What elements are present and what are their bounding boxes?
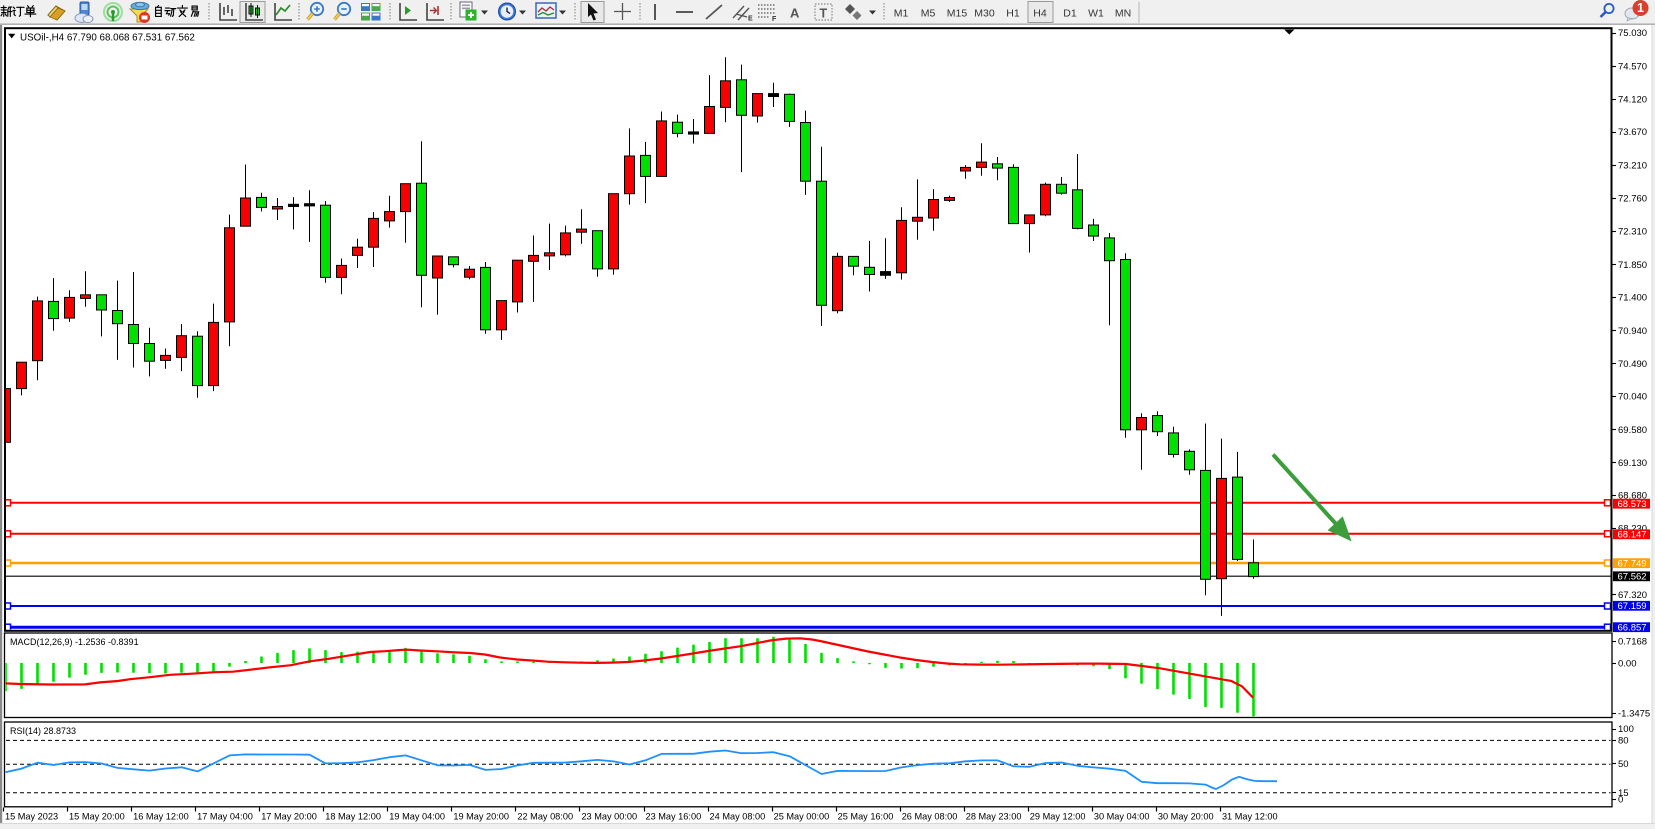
svg-text:23 May 00:00: 23 May 00:00 bbox=[581, 812, 637, 822]
svg-text:MACD(12,26,9) -1.2536 -0.8391: MACD(12,26,9) -1.2536 -0.8391 bbox=[10, 637, 139, 647]
svg-text:70.940: 70.940 bbox=[1618, 326, 1647, 337]
svg-text:15: 15 bbox=[1618, 788, 1629, 799]
svg-text:M5: M5 bbox=[921, 8, 936, 20]
svg-text:USOil-,H4 67.790 68.068 67.53: USOil-,H4 67.790 68.068 67.531 67.562 bbox=[20, 33, 195, 44]
svg-text:67.159: 67.159 bbox=[1618, 601, 1647, 612]
svg-text:50: 50 bbox=[1618, 759, 1629, 770]
svg-text:MN: MN bbox=[1115, 8, 1131, 20]
svg-text:M30: M30 bbox=[974, 8, 995, 20]
svg-text:H4: H4 bbox=[1033, 8, 1047, 20]
svg-text:100: 100 bbox=[1618, 724, 1634, 735]
svg-text:73.210: 73.210 bbox=[1618, 161, 1647, 172]
svg-text:M1: M1 bbox=[894, 8, 909, 20]
svg-text:70.040: 70.040 bbox=[1618, 392, 1647, 403]
svg-text:T: T bbox=[820, 7, 828, 21]
svg-text:0: 0 bbox=[1618, 795, 1623, 806]
svg-text:1: 1 bbox=[1637, 1, 1644, 15]
svg-text:22 May 08:00: 22 May 08:00 bbox=[517, 812, 573, 822]
svg-text:67.749: 67.749 bbox=[1618, 559, 1647, 570]
svg-text:74.120: 74.120 bbox=[1618, 95, 1647, 106]
svg-text:69.130: 69.130 bbox=[1618, 458, 1647, 469]
svg-text:18 May 12:00: 18 May 12:00 bbox=[325, 812, 381, 822]
svg-text:69.580: 69.580 bbox=[1618, 425, 1647, 436]
svg-text:75.030: 75.030 bbox=[1618, 28, 1647, 39]
svg-text:15 May 2023: 15 May 2023 bbox=[5, 812, 58, 822]
svg-text:30 May 20:00: 30 May 20:00 bbox=[1158, 812, 1214, 822]
svg-text:15 May 20:00: 15 May 20:00 bbox=[69, 812, 125, 822]
svg-text:19 May 20:00: 19 May 20:00 bbox=[453, 812, 509, 822]
svg-text:31 May 12:00: 31 May 12:00 bbox=[1222, 812, 1278, 822]
svg-text:19 May 04:00: 19 May 04:00 bbox=[389, 812, 445, 822]
svg-text:29 May 12:00: 29 May 12:00 bbox=[1030, 812, 1086, 822]
svg-text:73.670: 73.670 bbox=[1618, 127, 1647, 138]
svg-text:25 May 00:00: 25 May 00:00 bbox=[774, 812, 830, 822]
svg-text:74.570: 74.570 bbox=[1618, 62, 1647, 73]
svg-text:68.147: 68.147 bbox=[1618, 530, 1647, 541]
svg-text:23 May 16:00: 23 May 16:00 bbox=[646, 812, 702, 822]
svg-text:68.573: 68.573 bbox=[1618, 499, 1647, 510]
svg-text:17 May 04:00: 17 May 04:00 bbox=[197, 812, 253, 822]
svg-text:71.400: 71.400 bbox=[1618, 293, 1647, 304]
svg-text:M15: M15 bbox=[947, 8, 968, 20]
svg-text:F: F bbox=[772, 16, 777, 23]
svg-text:26 May 08:00: 26 May 08:00 bbox=[902, 812, 958, 822]
svg-text:24 May 08:00: 24 May 08:00 bbox=[710, 812, 766, 822]
svg-text:80: 80 bbox=[1618, 736, 1629, 747]
svg-text:30 May 04:00: 30 May 04:00 bbox=[1094, 812, 1150, 822]
svg-text:17 May 20:00: 17 May 20:00 bbox=[261, 812, 317, 822]
svg-text:70.490: 70.490 bbox=[1618, 359, 1647, 370]
svg-text:0.7168: 0.7168 bbox=[1618, 637, 1647, 648]
svg-text:68.230: 68.230 bbox=[1618, 524, 1647, 535]
svg-text:71.850: 71.850 bbox=[1618, 260, 1647, 271]
svg-text:67.320: 67.320 bbox=[1618, 590, 1647, 601]
svg-text:RSI(14) 28.8733: RSI(14) 28.8733 bbox=[10, 726, 76, 736]
svg-text:W1: W1 bbox=[1088, 8, 1104, 20]
svg-text:D1: D1 bbox=[1063, 8, 1077, 20]
svg-text:H1: H1 bbox=[1006, 8, 1020, 20]
svg-text:A: A bbox=[790, 6, 800, 21]
svg-text:28 May 23:00: 28 May 23:00 bbox=[966, 812, 1022, 822]
svg-text:66.857: 66.857 bbox=[1618, 623, 1647, 634]
svg-text:-1.3475: -1.3475 bbox=[1618, 708, 1650, 719]
svg-text:25 May 16:00: 25 May 16:00 bbox=[838, 812, 894, 822]
svg-text:0.00: 0.00 bbox=[1618, 659, 1637, 670]
svg-text:16 May 12:00: 16 May 12:00 bbox=[133, 812, 189, 822]
svg-text:E: E bbox=[748, 16, 753, 23]
svg-text:72.310: 72.310 bbox=[1618, 226, 1647, 237]
svg-text:72.760: 72.760 bbox=[1618, 194, 1647, 205]
svg-text:68.680: 68.680 bbox=[1618, 491, 1647, 502]
svg-text:67.562: 67.562 bbox=[1618, 572, 1647, 583]
